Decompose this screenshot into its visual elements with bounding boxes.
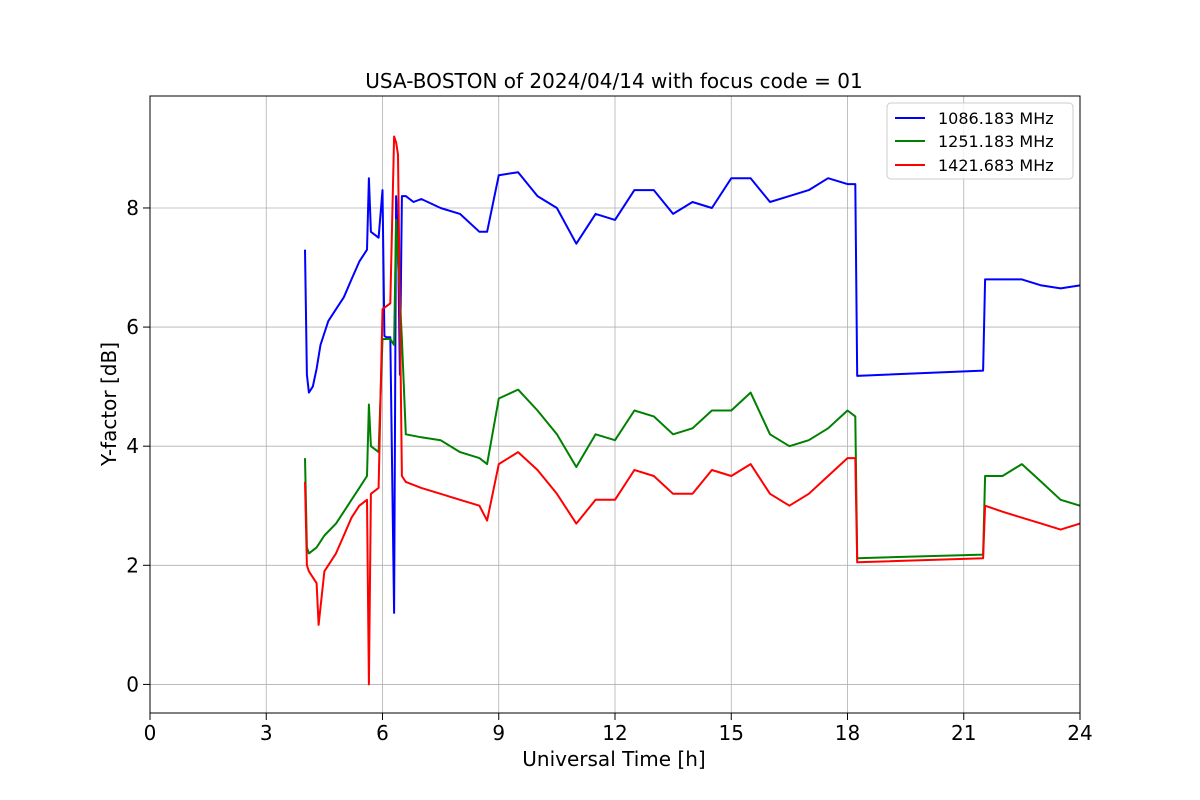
legend-label-1251: 1251.183 MHz xyxy=(938,132,1054,151)
x-tick-label: 3 xyxy=(260,721,273,745)
x-axis: 0 3 6 9 12 15 18 21 24 xyxy=(144,713,1093,745)
x-tick-label: 21 xyxy=(951,721,976,745)
x-tick-label: 24 xyxy=(1067,721,1092,745)
x-tick-label: 15 xyxy=(719,721,744,745)
x-tick-label: 6 xyxy=(376,721,389,745)
series-line-0 xyxy=(304,171,1081,614)
y-tick-label: 0 xyxy=(126,672,139,696)
x-axis-label: Universal Time [h] xyxy=(522,747,705,771)
legend-label-1086: 1086.183 MHz xyxy=(938,109,1054,128)
x-tick-label: 9 xyxy=(492,721,505,745)
y-tick-label: 6 xyxy=(126,315,139,339)
x-tick-label: 18 xyxy=(835,721,860,745)
series-line-2 xyxy=(304,135,1081,686)
y-axis: 0 2 4 6 8 xyxy=(126,196,150,696)
x-tick-label: 0 xyxy=(144,721,157,745)
y-tick-label: 4 xyxy=(126,434,139,458)
legend-label-1421: 1421.683 MHz xyxy=(938,156,1054,175)
y-axis-label: Y-factor [dB] xyxy=(97,342,121,467)
plot-series xyxy=(304,135,1081,686)
series-line-1 xyxy=(304,218,1081,560)
y-tick-label: 8 xyxy=(126,196,139,220)
chart-title: USA-BOSTON of 2024/04/14 with focus code… xyxy=(365,69,862,93)
legend: 1086.183 MHz 1251.183 MHz 1421.683 MHz xyxy=(886,102,1074,180)
y-tick-label: 2 xyxy=(126,553,139,577)
legend-box xyxy=(886,102,1074,180)
x-tick-label: 12 xyxy=(602,721,627,745)
